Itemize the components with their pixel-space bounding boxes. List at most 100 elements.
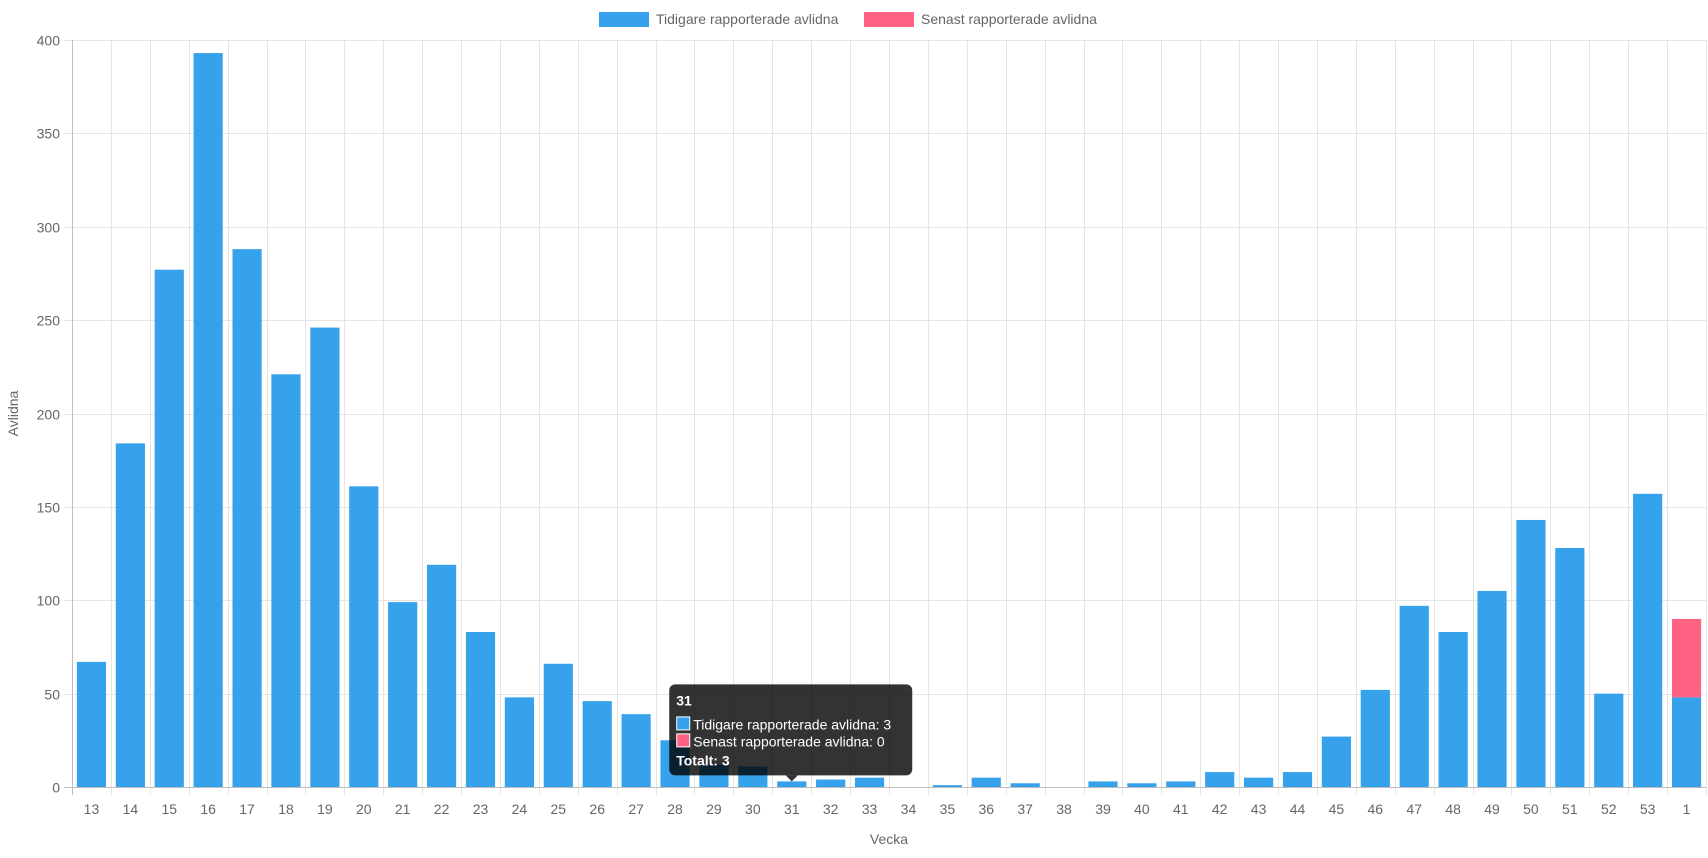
bar-tidigare-25[interactable] (543, 663, 573, 787)
legend-swatch (599, 12, 649, 27)
legend-item-senast[interactable]: Senast rapporterade avlidna (864, 11, 1097, 27)
bar-tidigare-44[interactable] (1282, 772, 1313, 787)
bar-tidigare-51[interactable] (1555, 547, 1585, 787)
bar-tidigare-53[interactable] (1633, 493, 1663, 787)
tooltip-line: Tidigare rapporterade avlidna: 3 (693, 716, 891, 732)
x-tick-label: 52 (1601, 801, 1617, 817)
bar-tidigare-36[interactable] (971, 777, 1001, 787)
bar-tidigare-47[interactable] (1399, 605, 1429, 787)
bar-tidigare-1[interactable] (1671, 697, 1702, 787)
legend: Tidigare rapporterade avlidna Senast rapp… (599, 11, 1097, 27)
x-tick-label: 53 (1640, 801, 1656, 817)
bar-tidigare-27[interactable] (621, 714, 651, 787)
x-tick-label: 20 (356, 801, 372, 817)
legend-swatch (864, 12, 914, 27)
tooltip-line: Senast rapporterade avlidna: 0 (693, 733, 885, 749)
bar-tidigare-45[interactable] (1321, 736, 1351, 787)
x-tick-label: 51 (1562, 801, 1578, 817)
x-tick-label: 36 (978, 801, 994, 817)
bar-tidigare-42[interactable] (1205, 772, 1235, 787)
y-tick-label: 150 (37, 500, 61, 516)
x-tick-label: 22 (434, 801, 450, 817)
y-tick-label: 300 (37, 220, 61, 236)
x-tick-label: 16 (200, 801, 216, 817)
bar-tidigare-52[interactable] (1594, 693, 1624, 788)
x-tick-label: 18 (278, 801, 294, 817)
bar-senast-1[interactable] (1671, 618, 1702, 698)
x-tick-label: 24 (512, 801, 528, 817)
bar-tidigare-23[interactable] (465, 632, 496, 787)
bar-tidigare-31[interactable] (777, 781, 807, 787)
x-tick-label: 33 (862, 801, 878, 817)
legend-item-tidigare[interactable]: Tidigare rapporterade avlidna (599, 11, 839, 27)
x-tick-label: 34 (901, 801, 917, 817)
tooltip-title: 31 (676, 692, 692, 708)
bar-tidigare-32[interactable] (816, 779, 846, 787)
bar-tidigare-17[interactable] (232, 249, 262, 787)
bar-tidigare-20[interactable] (349, 486, 379, 787)
bar-tidigare-22[interactable] (427, 564, 457, 787)
x-tick-label: 50 (1523, 801, 1539, 817)
x-tick-label: 30 (745, 801, 761, 817)
bar-tidigare-21[interactable] (388, 602, 418, 787)
x-tick-label: 25 (551, 801, 567, 817)
bar-tidigare-48[interactable] (1438, 632, 1468, 787)
x-tick-label: 42 (1212, 801, 1228, 817)
x-tick-label: 44 (1290, 801, 1306, 817)
legend-label: Senast rapporterade avlidna (921, 11, 1097, 27)
x-tick-label: 35 (940, 801, 956, 817)
bar-tidigare-14[interactable] (115, 443, 145, 787)
bar-tidigare-43[interactable] (1244, 777, 1274, 787)
bar-tidigare-35[interactable] (932, 785, 962, 787)
x-tick-label: 27 (628, 801, 644, 817)
x-tick-label: 13 (84, 801, 100, 817)
x-tick-label: 43 (1251, 801, 1267, 817)
bar-tidigare-33[interactable] (854, 777, 885, 787)
y-tick-label: 50 (44, 687, 60, 703)
bar-tidigare-39[interactable] (1088, 781, 1118, 787)
x-tick-label: 45 (1329, 801, 1345, 817)
tooltip-footer: Totalt: 3 (676, 752, 730, 768)
x-tick-label: 46 (1368, 801, 1384, 817)
tooltip-swatch (676, 716, 691, 731)
bar-tidigare-46[interactable] (1360, 689, 1390, 787)
bar-tidigare-50[interactable] (1516, 519, 1546, 787)
tooltip-caret (785, 775, 798, 782)
x-tick-label: 26 (589, 801, 605, 817)
y-tick-label: 350 (37, 126, 61, 142)
bar-tidigare-13[interactable] (76, 661, 107, 787)
x-tick-label: 19 (317, 801, 333, 817)
bar-tidigare-41[interactable] (1166, 781, 1196, 787)
y-tick-label: 100 (37, 593, 61, 609)
x-tick-label: 21 (395, 801, 411, 817)
x-tick-label: 41 (1173, 801, 1189, 817)
bar-tidigare-19[interactable] (310, 327, 340, 787)
x-tick-label: 14 (123, 801, 139, 817)
tooltip-swatch (676, 733, 691, 748)
tooltip-background (669, 684, 913, 776)
bar-tidigare-37[interactable] (1010, 783, 1040, 787)
x-tick-label: 31 (784, 801, 800, 817)
bar-tidigare-49[interactable] (1477, 590, 1507, 787)
bar-tidigare-16[interactable] (193, 53, 223, 787)
bars (76, 53, 1702, 788)
bar-tidigare-40[interactable] (1127, 783, 1157, 787)
bar-tidigare-26[interactable] (582, 701, 612, 787)
x-tick-label: 28 (667, 801, 683, 817)
y-tick-label: 200 (37, 407, 61, 423)
x-tick-label: 1 (1683, 801, 1691, 817)
x-tick-label: 47 (1406, 801, 1422, 817)
x-tick-label: 48 (1445, 801, 1461, 817)
bar-tidigare-15[interactable] (154, 269, 184, 787)
y-tick-label: 250 (37, 313, 61, 329)
x-tick-label: 37 (1017, 801, 1033, 817)
y-axis-title: Avlidna (5, 390, 21, 436)
bar-tidigare-18[interactable] (271, 374, 301, 787)
bar-tidigare-24[interactable] (504, 697, 534, 787)
x-tick-label: 49 (1484, 801, 1500, 817)
x-tick-label: 15 (161, 801, 177, 817)
x-tick-label: 17 (239, 801, 255, 817)
